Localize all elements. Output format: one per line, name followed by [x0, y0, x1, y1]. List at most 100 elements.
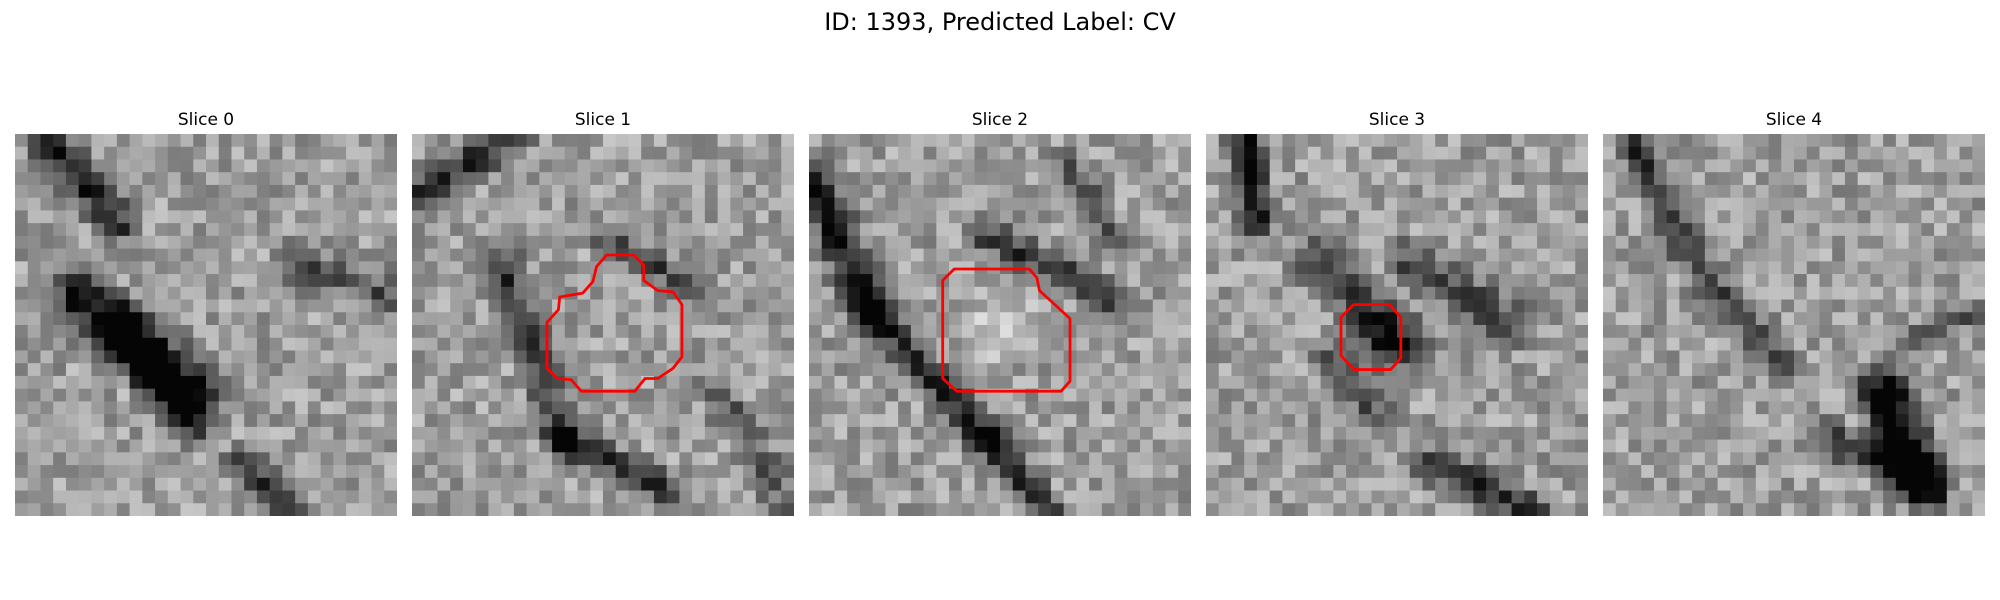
pixel-cell	[1946, 197, 1960, 211]
pixel-cell	[371, 401, 385, 415]
pixel-cell	[821, 477, 835, 491]
pixel-cell	[641, 477, 655, 491]
pixel-cell	[1206, 401, 1220, 415]
pixel-cell	[821, 388, 835, 402]
pixel-cell	[1653, 363, 1668, 377]
pixel-cell	[282, 235, 296, 249]
pixel-cell	[1562, 350, 1576, 364]
pixel-cell	[1050, 286, 1065, 300]
pixel-cell	[155, 159, 169, 173]
pixel-cell	[1615, 465, 1629, 479]
pixel-cell	[450, 388, 464, 402]
pixel-cell	[692, 477, 706, 491]
pixel-cell	[475, 197, 489, 211]
pixel-cell	[1409, 184, 1423, 199]
pixel-cell	[218, 490, 232, 504]
pixel-cell	[501, 197, 515, 211]
pixel-cell	[1384, 210, 1398, 224]
pixel-cell	[488, 439, 502, 453]
pixel-cell	[1063, 261, 1077, 275]
pixel-cell	[526, 146, 540, 160]
pixel-cell	[1615, 299, 1629, 313]
pixel-cell	[1460, 223, 1474, 237]
pixel-cell	[180, 388, 194, 402]
pixel-cell	[1781, 401, 1795, 415]
pixel-cell	[1641, 235, 1655, 249]
pixel-cell	[462, 223, 477, 237]
pixel-cell	[1218, 223, 1232, 237]
pixel-cell	[949, 439, 963, 453]
pixel-cell	[1832, 210, 1846, 224]
pixel-cell	[231, 439, 245, 453]
pixel-cell	[1883, 146, 1897, 160]
pixel-cell	[1641, 325, 1655, 339]
pixel-cell	[437, 388, 451, 402]
pixel-cell	[743, 452, 757, 466]
pixel-cell	[885, 172, 899, 186]
pixel-cell	[847, 503, 861, 516]
pixel-cell	[1679, 452, 1693, 466]
pixel-cell	[692, 465, 706, 479]
pixel-cell	[834, 312, 848, 326]
pixel-cell	[755, 134, 769, 148]
pixel-cell	[1269, 350, 1283, 364]
pixel-cell	[78, 146, 92, 160]
pixel-cell	[1384, 325, 1398, 339]
pixel-cell	[1486, 503, 1500, 516]
pixel-cell	[206, 286, 220, 300]
pixel-cell	[167, 465, 181, 479]
pixel-cell	[1730, 134, 1744, 148]
pixel-cell	[129, 388, 143, 402]
pixel-cell	[206, 172, 220, 186]
pixel-cell	[1422, 503, 1436, 516]
pixel-cell	[1844, 134, 1859, 148]
pixel-cell	[1076, 452, 1090, 466]
pixel-cell	[116, 248, 130, 262]
pixel-cell	[1666, 261, 1680, 275]
pixel-cell	[666, 172, 680, 186]
pixel-cell	[1435, 414, 1449, 428]
pixel-cell	[923, 477, 937, 491]
pixel-cell	[206, 350, 220, 364]
pixel-cell	[1101, 439, 1115, 453]
pixel-cell	[1307, 159, 1321, 173]
pixel-cell	[1409, 350, 1423, 364]
pixel-cell	[437, 159, 451, 173]
pixel-cell	[333, 146, 347, 160]
pixel-cell	[27, 299, 41, 313]
pixel-cell	[384, 261, 397, 275]
pixel-cell	[1934, 210, 1948, 224]
pixel-cell	[1038, 490, 1052, 504]
pixel-cell	[104, 325, 118, 339]
pixel-cell	[193, 159, 207, 173]
pixel-cell	[1038, 312, 1052, 326]
pixel-cell	[653, 350, 668, 364]
pixel-cell	[1269, 477, 1283, 491]
pixel-cell	[1063, 401, 1077, 415]
pixel-cell	[371, 465, 385, 479]
pixel-cell	[1012, 414, 1026, 428]
pixel-cell	[424, 172, 438, 186]
pixel-cell	[1152, 159, 1166, 173]
pixel-cell	[885, 350, 899, 364]
pixel-cell	[256, 172, 271, 186]
pixel-cell	[1743, 134, 1757, 148]
pixel-cell	[974, 223, 988, 237]
pixel-cell	[1422, 439, 1436, 453]
pixel-cell	[1076, 375, 1090, 390]
pixel-cell	[1435, 452, 1449, 466]
pixel-cell	[628, 299, 642, 313]
pixel-cell	[1218, 197, 1232, 211]
pixel-cell	[1883, 261, 1897, 275]
pixel-cell	[1819, 235, 1833, 249]
pixel-cell	[1883, 159, 1897, 173]
pixel-cell	[1832, 337, 1846, 351]
pixel-cell	[180, 426, 194, 440]
pixel-cell	[450, 503, 464, 516]
pixel-cell	[78, 503, 92, 516]
pixel-cell	[987, 477, 1001, 491]
pixel-cell	[1165, 197, 1179, 211]
pixel-cell	[1231, 235, 1245, 249]
pixel-cell	[1101, 388, 1115, 402]
pixel-cell	[1806, 503, 1820, 516]
